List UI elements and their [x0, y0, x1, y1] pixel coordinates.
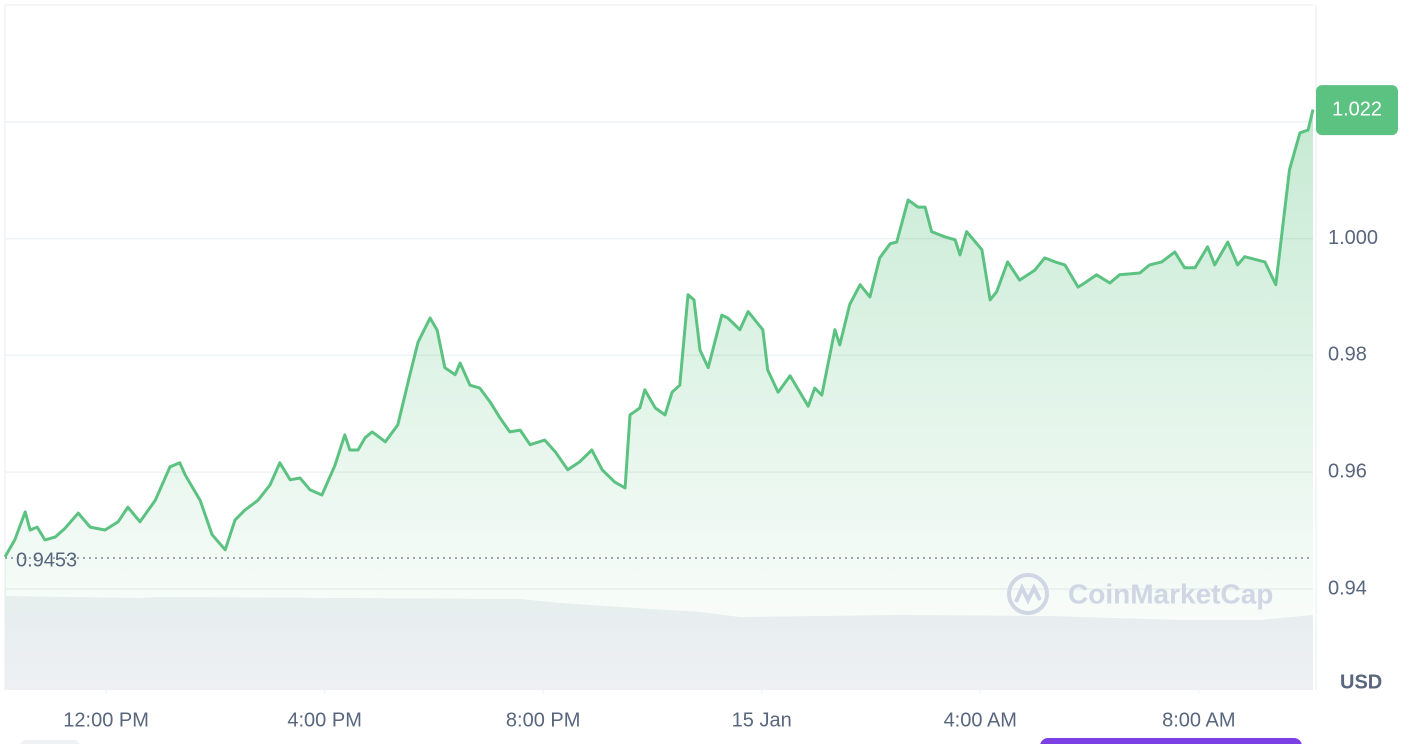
price-line	[3, 109, 1315, 558]
x-tick-label: 4:00 AM	[944, 709, 1017, 731]
watermark-logo	[1007, 573, 1049, 615]
last-price-badge	[1316, 85, 1398, 136]
plot: 0.9453	[3, 109, 1315, 690]
watermark: CoinMarketCap	[1068, 578, 1273, 609]
y-tick-label: 0.96	[1328, 460, 1367, 482]
x-tick-label: 4:00 PM	[287, 709, 361, 731]
y-tick-label: 1.000	[1328, 227, 1378, 249]
y-tick-label: 0.94	[1328, 577, 1367, 599]
x-tick-label: 12:00 PM	[63, 709, 149, 731]
reference-label: 0.9453	[16, 549, 77, 571]
x-tick-label: 15 Jan	[732, 709, 792, 731]
y-unit: USD	[1340, 671, 1382, 693]
range-slider[interactable]	[1040, 738, 1302, 744]
last-price-label: 1.022	[1332, 98, 1382, 120]
y-tick-label: 0.98	[1328, 344, 1367, 366]
x-tick-label: 8:00 PM	[506, 709, 580, 731]
price-area	[5, 109, 1313, 690]
x-tick-label: 8:00 AM	[1162, 709, 1235, 731]
control[interactable]	[20, 740, 80, 744]
